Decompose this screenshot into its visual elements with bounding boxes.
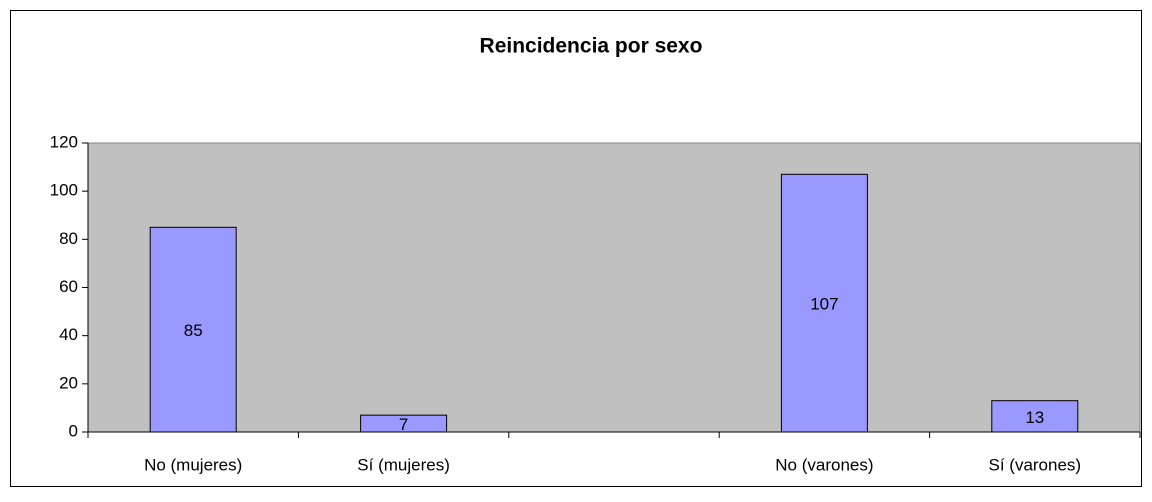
- x-tick-label: Sí (mujeres): [357, 455, 450, 474]
- x-tick-label: No (varones): [775, 455, 873, 474]
- y-tick-label: 80: [59, 229, 78, 248]
- plot-area: [87, 142, 1141, 433]
- bar: [991, 400, 1079, 433]
- data-label: 7: [399, 415, 408, 434]
- bar: [780, 173, 868, 433]
- data-label: 107: [810, 295, 838, 314]
- data-label: 13: [1025, 408, 1044, 427]
- bar: [360, 414, 448, 433]
- y-tick-label: 120: [50, 132, 78, 151]
- bar: [149, 226, 237, 433]
- chart-title: Reincidencia por sexo: [480, 35, 703, 58]
- y-tick-label: 20: [59, 373, 78, 392]
- x-tick-label: Sí (varones): [989, 455, 1082, 474]
- data-label: 85: [184, 321, 203, 340]
- x-tick-label: No (mujeres): [144, 455, 242, 474]
- y-tick-label: 60: [59, 277, 78, 296]
- y-tick-label: 100: [50, 181, 78, 200]
- y-tick-label: 0: [69, 421, 78, 440]
- y-tick-label: 40: [59, 325, 78, 344]
